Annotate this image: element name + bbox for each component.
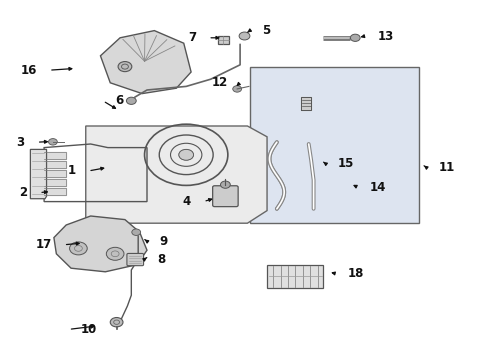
- Circle shape: [239, 32, 250, 40]
- Text: 2: 2: [19, 186, 27, 199]
- Circle shape: [233, 86, 242, 92]
- Circle shape: [126, 97, 136, 104]
- Circle shape: [220, 181, 230, 188]
- Text: 5: 5: [262, 24, 270, 37]
- FancyBboxPatch shape: [127, 253, 144, 266]
- Text: 10: 10: [81, 323, 97, 336]
- Polygon shape: [86, 126, 267, 223]
- Circle shape: [110, 318, 123, 327]
- Polygon shape: [54, 216, 147, 272]
- Text: 3: 3: [16, 136, 24, 149]
- Circle shape: [350, 34, 360, 41]
- Text: 9: 9: [159, 235, 168, 248]
- Circle shape: [132, 229, 141, 235]
- Text: 4: 4: [183, 195, 191, 208]
- Polygon shape: [100, 31, 191, 94]
- Circle shape: [106, 247, 124, 260]
- FancyBboxPatch shape: [218, 36, 229, 44]
- Text: 8: 8: [157, 253, 165, 266]
- Circle shape: [118, 62, 132, 72]
- Text: 15: 15: [338, 157, 354, 170]
- Polygon shape: [44, 170, 66, 177]
- Text: 13: 13: [377, 30, 393, 42]
- Polygon shape: [44, 188, 66, 195]
- FancyBboxPatch shape: [213, 186, 238, 207]
- Text: 1: 1: [68, 165, 76, 177]
- Text: 12: 12: [212, 76, 228, 89]
- Polygon shape: [44, 152, 66, 159]
- Text: 6: 6: [115, 94, 123, 107]
- Circle shape: [179, 149, 194, 160]
- Polygon shape: [44, 179, 66, 186]
- Text: 14: 14: [370, 181, 386, 194]
- Text: 11: 11: [439, 161, 455, 174]
- Polygon shape: [301, 97, 311, 110]
- Circle shape: [49, 139, 57, 145]
- Polygon shape: [30, 149, 47, 199]
- Polygon shape: [44, 161, 66, 168]
- Circle shape: [70, 242, 87, 255]
- Text: 7: 7: [188, 31, 196, 44]
- Text: 18: 18: [348, 267, 364, 280]
- Text: 17: 17: [35, 238, 51, 251]
- Text: 16: 16: [21, 64, 37, 77]
- Bar: [250, 67, 419, 223]
- FancyBboxPatch shape: [267, 265, 323, 288]
